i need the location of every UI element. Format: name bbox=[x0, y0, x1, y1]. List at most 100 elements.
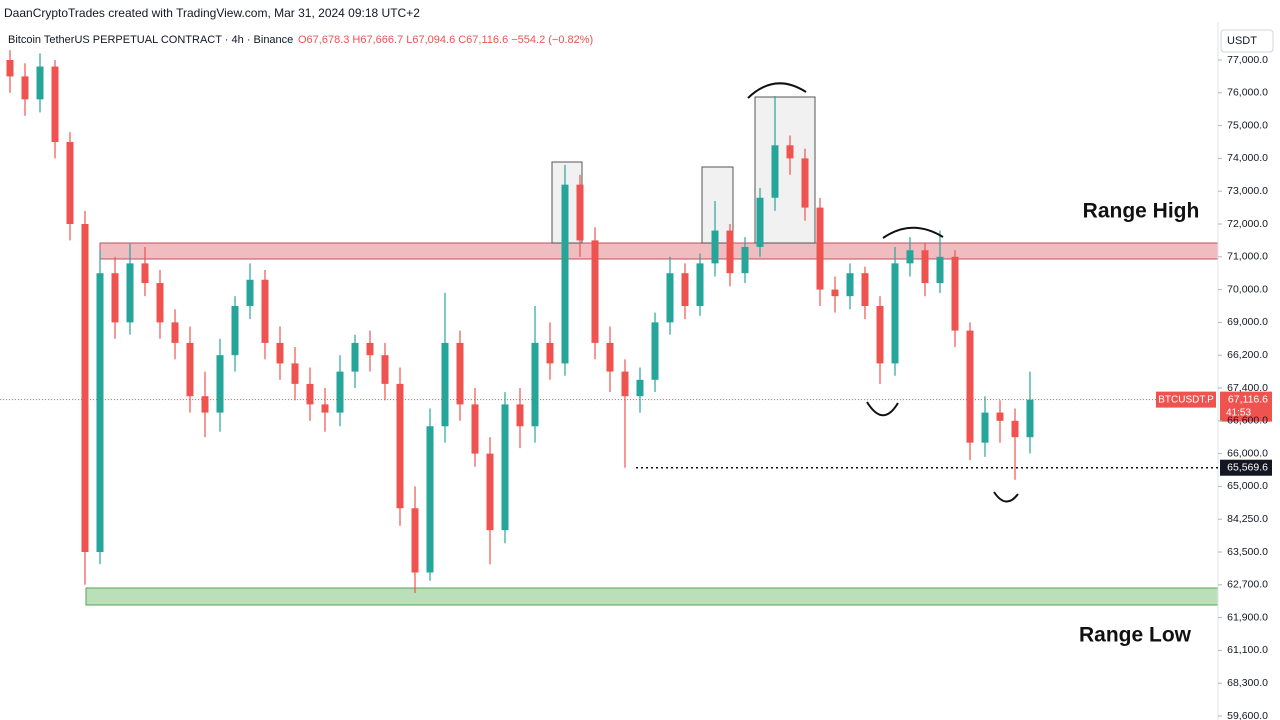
y-tick-label: 74,000.0 bbox=[1227, 152, 1268, 164]
range-high-zone bbox=[99, 242, 1219, 260]
candle-body bbox=[846, 273, 854, 297]
candle-body bbox=[801, 158, 809, 208]
arc bbox=[866, 401, 899, 417]
candle-body bbox=[306, 383, 314, 405]
y-tick-label: 72,000.0 bbox=[1227, 218, 1268, 230]
candle-body bbox=[381, 355, 389, 384]
candle-body bbox=[771, 145, 779, 198]
y-tick-label: 63,500.0 bbox=[1227, 546, 1268, 558]
y-tick-label: 77,000.0 bbox=[1227, 54, 1268, 66]
candle-body bbox=[396, 383, 404, 509]
candle-body bbox=[921, 250, 929, 284]
candle-body bbox=[186, 342, 194, 397]
candle-body bbox=[366, 342, 374, 356]
arc bbox=[747, 82, 807, 99]
candle-body bbox=[666, 273, 674, 323]
candle-body bbox=[966, 330, 974, 443]
candle-body bbox=[96, 273, 104, 552]
candle-body bbox=[141, 263, 149, 284]
candles bbox=[6, 50, 1034, 593]
candle-body bbox=[936, 256, 944, 284]
candle-body bbox=[996, 412, 1004, 421]
candle-body bbox=[591, 240, 599, 343]
candle-body bbox=[561, 184, 569, 364]
y-tick-label: 61,900.0 bbox=[1227, 611, 1268, 623]
candle-body bbox=[441, 342, 449, 427]
y-tick-label: 70,000.0 bbox=[1227, 283, 1268, 295]
annotation: Range High bbox=[1083, 200, 1200, 223]
y-tick-label: 68,300.0 bbox=[1227, 677, 1268, 689]
candle-body bbox=[726, 230, 734, 274]
y-tick-label: 84,250.0 bbox=[1227, 513, 1268, 525]
candle-body bbox=[111, 273, 119, 323]
annotation: Range Low bbox=[1079, 624, 1192, 647]
last-price-label: 67,116.6 bbox=[1228, 393, 1268, 405]
candle-body bbox=[276, 342, 284, 364]
highlight-box bbox=[701, 166, 734, 244]
y-tick-label: 59,600.0 bbox=[1227, 710, 1268, 720]
candle-body bbox=[246, 279, 254, 306]
candle-body bbox=[156, 283, 164, 323]
candle-body bbox=[816, 207, 824, 290]
candle-body bbox=[861, 273, 869, 306]
y-tick-label: 66,200.0 bbox=[1227, 349, 1268, 361]
candle-body bbox=[681, 273, 689, 306]
currency-box bbox=[1220, 29, 1274, 53]
y-tick-label: 66,600.0 bbox=[1227, 415, 1268, 427]
candle-body bbox=[831, 289, 839, 297]
y-tick-label: 73,000.0 bbox=[1227, 185, 1268, 197]
symbol-label-box bbox=[1156, 391, 1216, 408]
candle-body bbox=[291, 363, 299, 384]
candle-body bbox=[756, 197, 764, 247]
candle-body bbox=[786, 145, 794, 159]
y-tick-label: 66,000.0 bbox=[1227, 447, 1268, 459]
candle-body bbox=[696, 263, 704, 306]
candle-body bbox=[336, 371, 344, 413]
range-low-zone bbox=[85, 587, 1219, 606]
candle-body bbox=[606, 342, 614, 372]
candle-body bbox=[126, 263, 134, 323]
y-tick-label: 67,400.0 bbox=[1227, 382, 1268, 394]
y-tick-label: 71,000.0 bbox=[1227, 251, 1268, 263]
candle-body bbox=[51, 66, 59, 142]
last-price-box bbox=[1220, 391, 1272, 422]
candle-body bbox=[1011, 420, 1019, 438]
candle-body bbox=[876, 306, 884, 364]
candle-body bbox=[906, 250, 914, 264]
candle-body bbox=[456, 342, 464, 405]
arc bbox=[882, 226, 944, 239]
candle-body bbox=[636, 379, 644, 397]
candle-body bbox=[471, 404, 479, 454]
header-title: DaanCryptoTrades created with TradingVie… bbox=[4, 6, 420, 20]
candle-body bbox=[891, 263, 899, 364]
candle-body bbox=[351, 342, 359, 372]
ohlc-text: O67,678.3 H67,666.7 L67,094.6 C67,116.6 … bbox=[298, 34, 593, 46]
candle-body bbox=[171, 322, 179, 343]
y-tick-label: 62,700.0 bbox=[1227, 579, 1268, 591]
y-tick-label: 61,100.0 bbox=[1227, 644, 1268, 656]
candle-body bbox=[486, 453, 494, 531]
candle-body bbox=[651, 322, 659, 380]
candle-body bbox=[321, 404, 329, 413]
candle-body bbox=[66, 142, 74, 224]
candle-body bbox=[981, 412, 989, 443]
candle-body bbox=[576, 184, 584, 241]
symbol-title: Bitcoin TetherUS PERPETUAL CONTRACT · 4h… bbox=[8, 34, 293, 46]
countdown: 41:53 bbox=[1226, 407, 1251, 418]
candle-body bbox=[516, 404, 524, 427]
candle-body bbox=[21, 76, 29, 100]
candle-body bbox=[621, 371, 629, 397]
candle-body bbox=[546, 342, 554, 364]
y-tick-label: 69,000.0 bbox=[1227, 316, 1268, 328]
currency: USDT bbox=[1227, 35, 1257, 47]
support-label: 65,569.6 bbox=[1227, 461, 1268, 473]
candle-body bbox=[36, 66, 44, 100]
candle-body bbox=[411, 508, 419, 573]
candle-body bbox=[231, 306, 239, 356]
support-label-box bbox=[1220, 459, 1272, 476]
candle-body bbox=[501, 404, 509, 531]
candle-body bbox=[711, 230, 719, 264]
candle-body bbox=[426, 426, 434, 573]
candle-body bbox=[531, 342, 539, 427]
